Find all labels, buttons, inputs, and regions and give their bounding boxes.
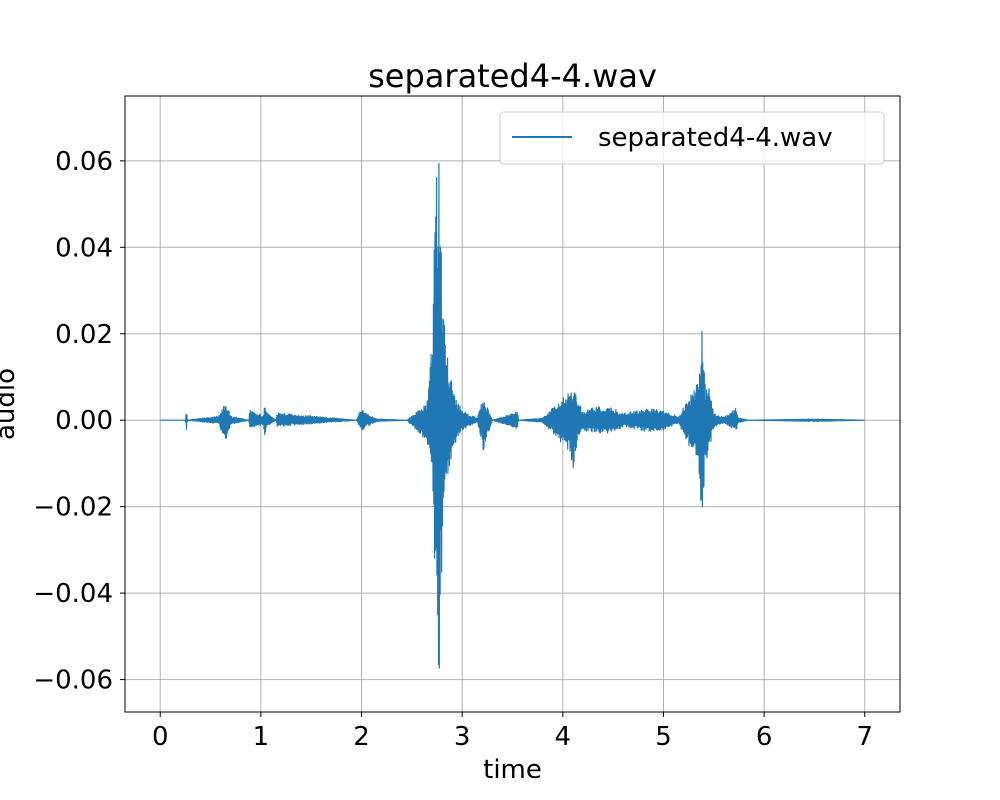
- legend-box: [499, 111, 885, 165]
- y-tick-label: 0.00: [55, 406, 113, 436]
- y-ticks: 0.06 0.04 0.02 0.00 −0.02 −0.04 −0.06: [33, 147, 125, 696]
- x-tick-label: 7: [856, 722, 873, 752]
- x-tick-label: 5: [655, 722, 672, 752]
- y-axis-label: audio: [0, 368, 21, 440]
- x-tick-label: 0: [152, 722, 169, 752]
- chart-title: separated4-4.wav: [368, 57, 657, 95]
- y-tick-label: 0.02: [55, 320, 113, 350]
- legend: separated4-4.wav: [499, 111, 885, 165]
- plot-frame: [124, 95, 901, 713]
- waveform-line: [160, 162, 865, 669]
- x-tick-label: 2: [353, 722, 370, 752]
- y-tick-label: 0.04: [55, 233, 113, 263]
- y-tick-label: −0.02: [33, 493, 113, 523]
- legend-entry-label: separated4-4.wav: [598, 123, 833, 153]
- grid: [125, 96, 900, 712]
- waveform-series: [160, 162, 865, 669]
- x-ticks: 0 1 2 3 4 5 6 7: [152, 712, 873, 752]
- x-tick-label: 4: [555, 722, 572, 752]
- x-tick-label: 1: [253, 722, 270, 752]
- x-axis-label: time: [483, 755, 542, 785]
- y-tick-label: −0.04: [33, 579, 113, 609]
- x-tick-label: 3: [454, 722, 471, 752]
- y-tick-label: −0.06: [33, 666, 113, 696]
- x-tick-label: 6: [756, 722, 773, 752]
- y-tick-label: 0.06: [55, 147, 113, 177]
